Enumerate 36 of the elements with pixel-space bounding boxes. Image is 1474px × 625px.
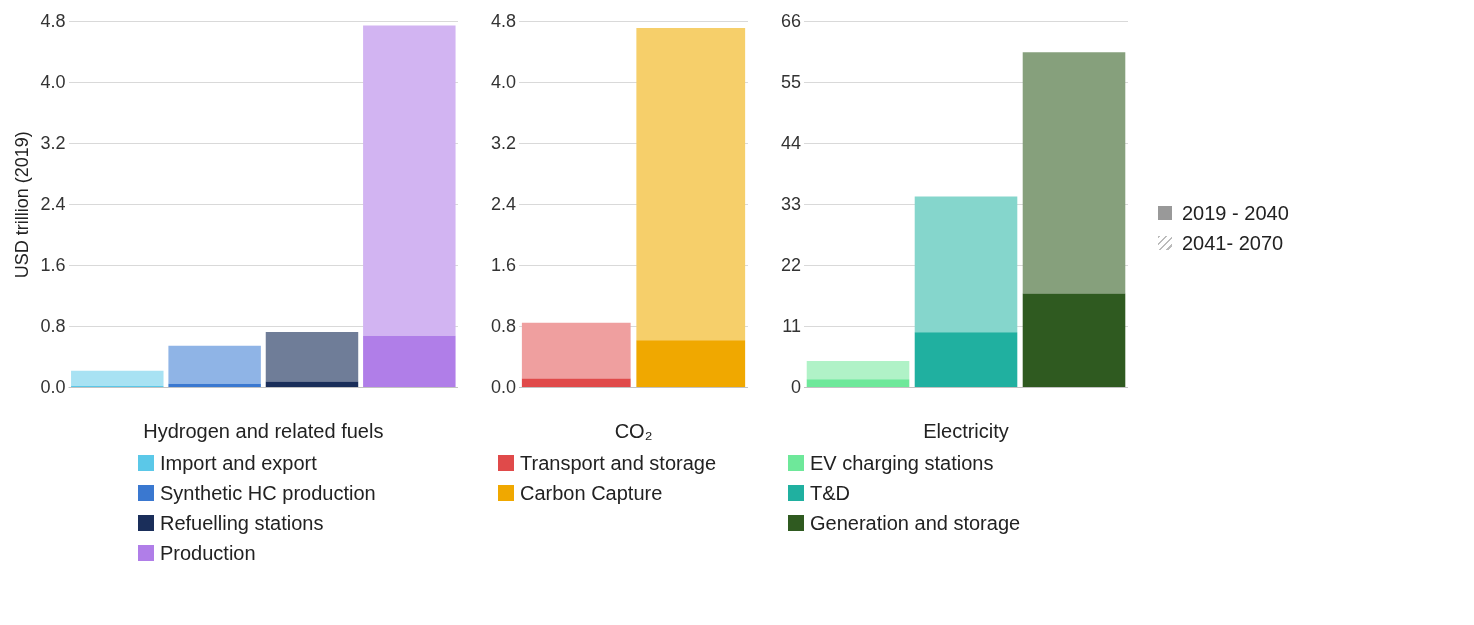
y-tick-label: 4.0 (40, 71, 66, 92)
legend-label: Synthetic HC production (160, 481, 376, 505)
y-tick-label: 1.6 (40, 254, 66, 275)
x-axis-title: Electricity (923, 419, 1009, 442)
legend-label: Production (160, 541, 256, 565)
y-tick-label: 55 (780, 71, 802, 92)
y-tick-label: 3.2 (490, 132, 517, 153)
y-tick-label: 0.0 (40, 376, 66, 397)
x-axis-title: CO₂ (614, 419, 653, 442)
y-tick-label: 0 (791, 376, 802, 397)
legend-label: Carbon Capture (520, 481, 663, 505)
y-tick-label: 0.8 (490, 315, 517, 336)
y-tick-label: 0.8 (40, 315, 66, 336)
y-tick-label: 66 (780, 10, 802, 31)
y-tick-label: 4.8 (490, 10, 517, 31)
y-tick-label: 1.6 (490, 254, 517, 275)
text: 2041- 2070 (1182, 231, 1284, 255)
y-tick-label: 0.0 (490, 376, 517, 397)
legend-label: Refuelling stations (160, 511, 324, 535)
legend-label: T&D (810, 481, 850, 505)
legend-label: Transport and storage (520, 451, 717, 475)
y-tick-label: 22 (780, 254, 802, 275)
y-tick-label: 33 (780, 193, 802, 214)
y-tick-label: 2.4 (40, 193, 66, 214)
legend-label: Generation and storage (810, 511, 1021, 535)
y-tick-label: 44 (780, 132, 802, 153)
x-axis-title: Hydrogen and related fuels (143, 419, 384, 442)
y-tick-label: 4.8 (40, 10, 66, 31)
y-tick-label: 3.2 (40, 132, 66, 153)
legend-label: EV charging stations (810, 451, 994, 475)
y-tick-label: 11 (782, 315, 802, 336)
legend-label: Import and export (160, 451, 317, 475)
y-tick-label: 4.0 (490, 71, 517, 92)
text: 2019 - 2040 (1182, 201, 1289, 225)
y-axis-title: USD trillion (2019) (11, 131, 32, 279)
y-tick-label: 2.4 (490, 193, 517, 214)
